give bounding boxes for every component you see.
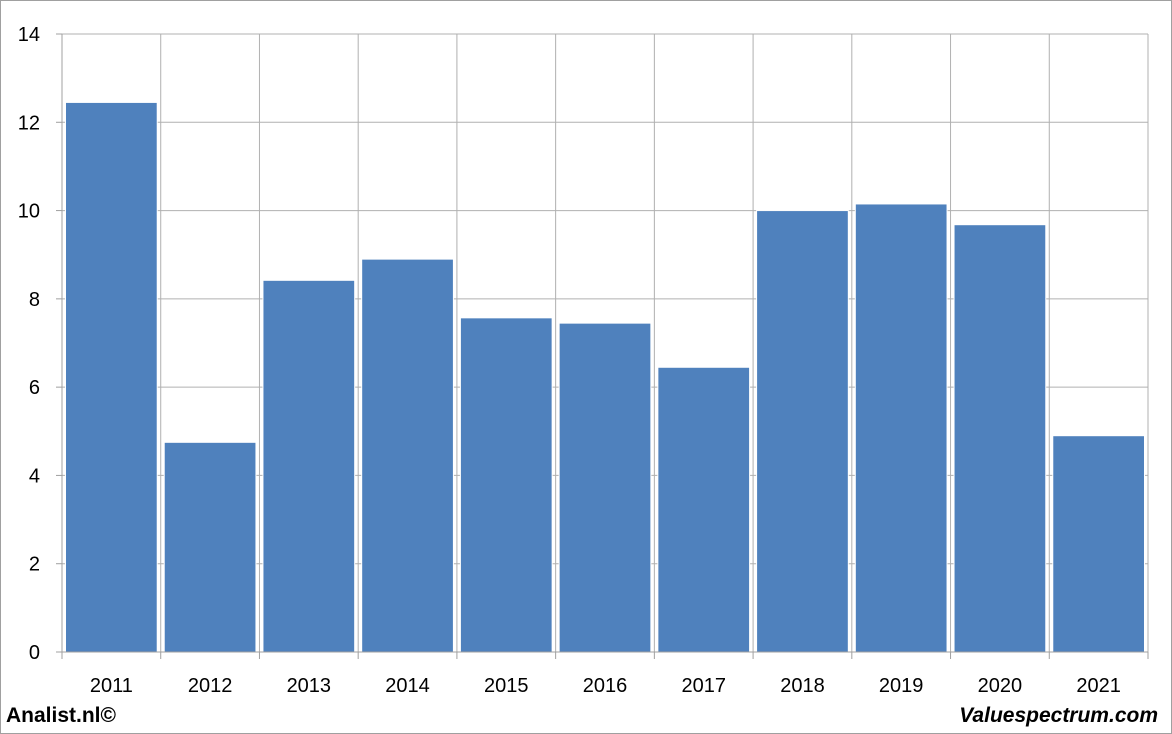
bar-2018	[756, 210, 849, 653]
bar-2011	[65, 101, 158, 653]
y-tick-label: 4	[29, 465, 40, 487]
x-tick-label: 2015	[484, 675, 529, 697]
bar-2015	[459, 317, 553, 653]
bar-2020	[953, 224, 1047, 653]
x-axis-tick-labels: 2011 2012 2013 2014 2015 2016 2017 2018 2019 2020…	[90, 675, 1121, 697]
y-axis-tick-labels: 0 2 4 6 8 10 12 14	[18, 24, 40, 664]
bar-2013	[262, 279, 356, 653]
y-tick-label: 0	[29, 642, 40, 664]
y-tick-label: 2	[29, 554, 40, 576]
x-tick-label: 2012	[188, 675, 233, 697]
x-tick-label: 2014	[385, 675, 430, 697]
source-label: Analist.nl©	[6, 704, 116, 727]
x-tick-label: 2021	[1076, 675, 1121, 697]
bar-2021	[1052, 435, 1145, 653]
x-tick-label: 2017	[681, 675, 726, 697]
y-tick-label: 6	[29, 377, 40, 399]
bar-2017	[657, 366, 751, 653]
bar-2014	[361, 258, 454, 653]
x-tick-label: 2019	[879, 675, 924, 697]
y-tick-label: 10	[18, 201, 40, 223]
bar-2016	[558, 322, 652, 653]
x-tick-label: 2013	[287, 675, 332, 697]
x-tick-label: 2011	[90, 675, 133, 697]
y-tick-label: 12	[18, 112, 40, 134]
bars	[65, 101, 1145, 653]
x-tick-label: 2016	[583, 675, 628, 697]
brand-label: Valuespectrum.com	[959, 704, 1158, 727]
bar-2019	[854, 203, 948, 653]
bar-2012	[163, 441, 257, 653]
y-tick-label: 14	[18, 24, 40, 46]
x-tick-label: 2020	[978, 675, 1023, 697]
y-tick-label: 8	[29, 289, 40, 311]
x-tick-label: 2018	[780, 675, 825, 697]
axes	[56, 33, 1149, 659]
